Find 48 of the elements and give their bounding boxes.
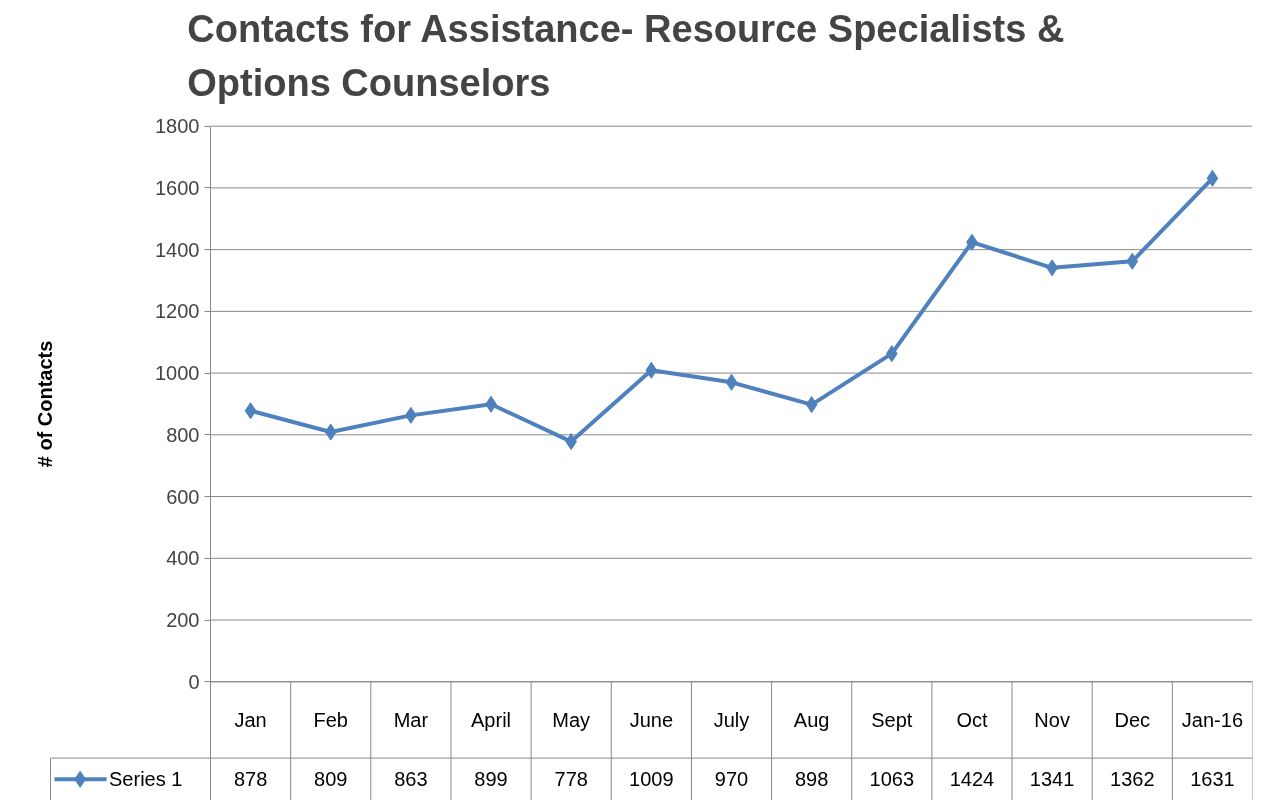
data-label: 898: [794, 768, 829, 791]
y-tick-label: 800: [166, 423, 200, 446]
x-tick-label: May: [552, 708, 591, 731]
data-label: 778: [554, 768, 588, 791]
y-tick-label: 0: [188, 670, 200, 693]
point: [324, 423, 337, 441]
y-axis-title: # of Contacts: [33, 340, 56, 468]
y-tick-label: 600: [166, 485, 200, 508]
x-tick-label: June: [629, 708, 674, 731]
data-label: 863: [394, 768, 428, 791]
y-tick-label: 1000: [155, 362, 200, 385]
data-label: 1424: [949, 768, 995, 791]
point: [565, 433, 578, 451]
data-label: 1341: [1029, 768, 1075, 791]
y-tick-label: 1400: [155, 238, 200, 261]
data-label: 1063: [869, 768, 915, 791]
x-tick-label: Dec: [1114, 708, 1151, 731]
point: [1206, 169, 1219, 187]
data-label: 1631: [1190, 768, 1235, 791]
x-tick-label: Oct: [956, 708, 988, 731]
data-label: 1009: [629, 768, 674, 791]
legend-label: Series 1: [109, 768, 183, 791]
point: [805, 396, 818, 414]
x-tick-label: July: [713, 708, 750, 731]
y-tick-label: 400: [166, 547, 200, 570]
data-label: 899: [474, 768, 508, 791]
data-label: 809: [314, 768, 348, 791]
x-tick-label: Nov: [1034, 708, 1070, 731]
point: [244, 402, 257, 420]
x-tick-label: Feb: [313, 708, 348, 731]
y-tick-label: 200: [166, 609, 200, 632]
data-label: 878: [233, 768, 268, 791]
y-tick-label: 1600: [155, 176, 200, 199]
point: [885, 345, 898, 363]
x-tick-label: Aug: [793, 708, 830, 731]
x-tick-label: Sept: [871, 708, 913, 731]
y-tick-label: 1200: [155, 300, 200, 323]
x-tick-label: Jan: [234, 708, 267, 731]
chart-title: Contacts for Assistance- Resource Specialists & Options Counselors: [187, 7, 1065, 105]
point: [725, 373, 738, 391]
x-tick-label: Jan-16: [1181, 708, 1243, 731]
point: [645, 361, 658, 379]
data-label: 970: [714, 768, 749, 791]
point: [1126, 252, 1139, 270]
y-tick-label: 1800: [155, 115, 200, 138]
x-tick-label: Mar: [393, 708, 429, 731]
data-label: 1362: [1110, 768, 1155, 791]
x-tick-label: April: [471, 708, 512, 731]
